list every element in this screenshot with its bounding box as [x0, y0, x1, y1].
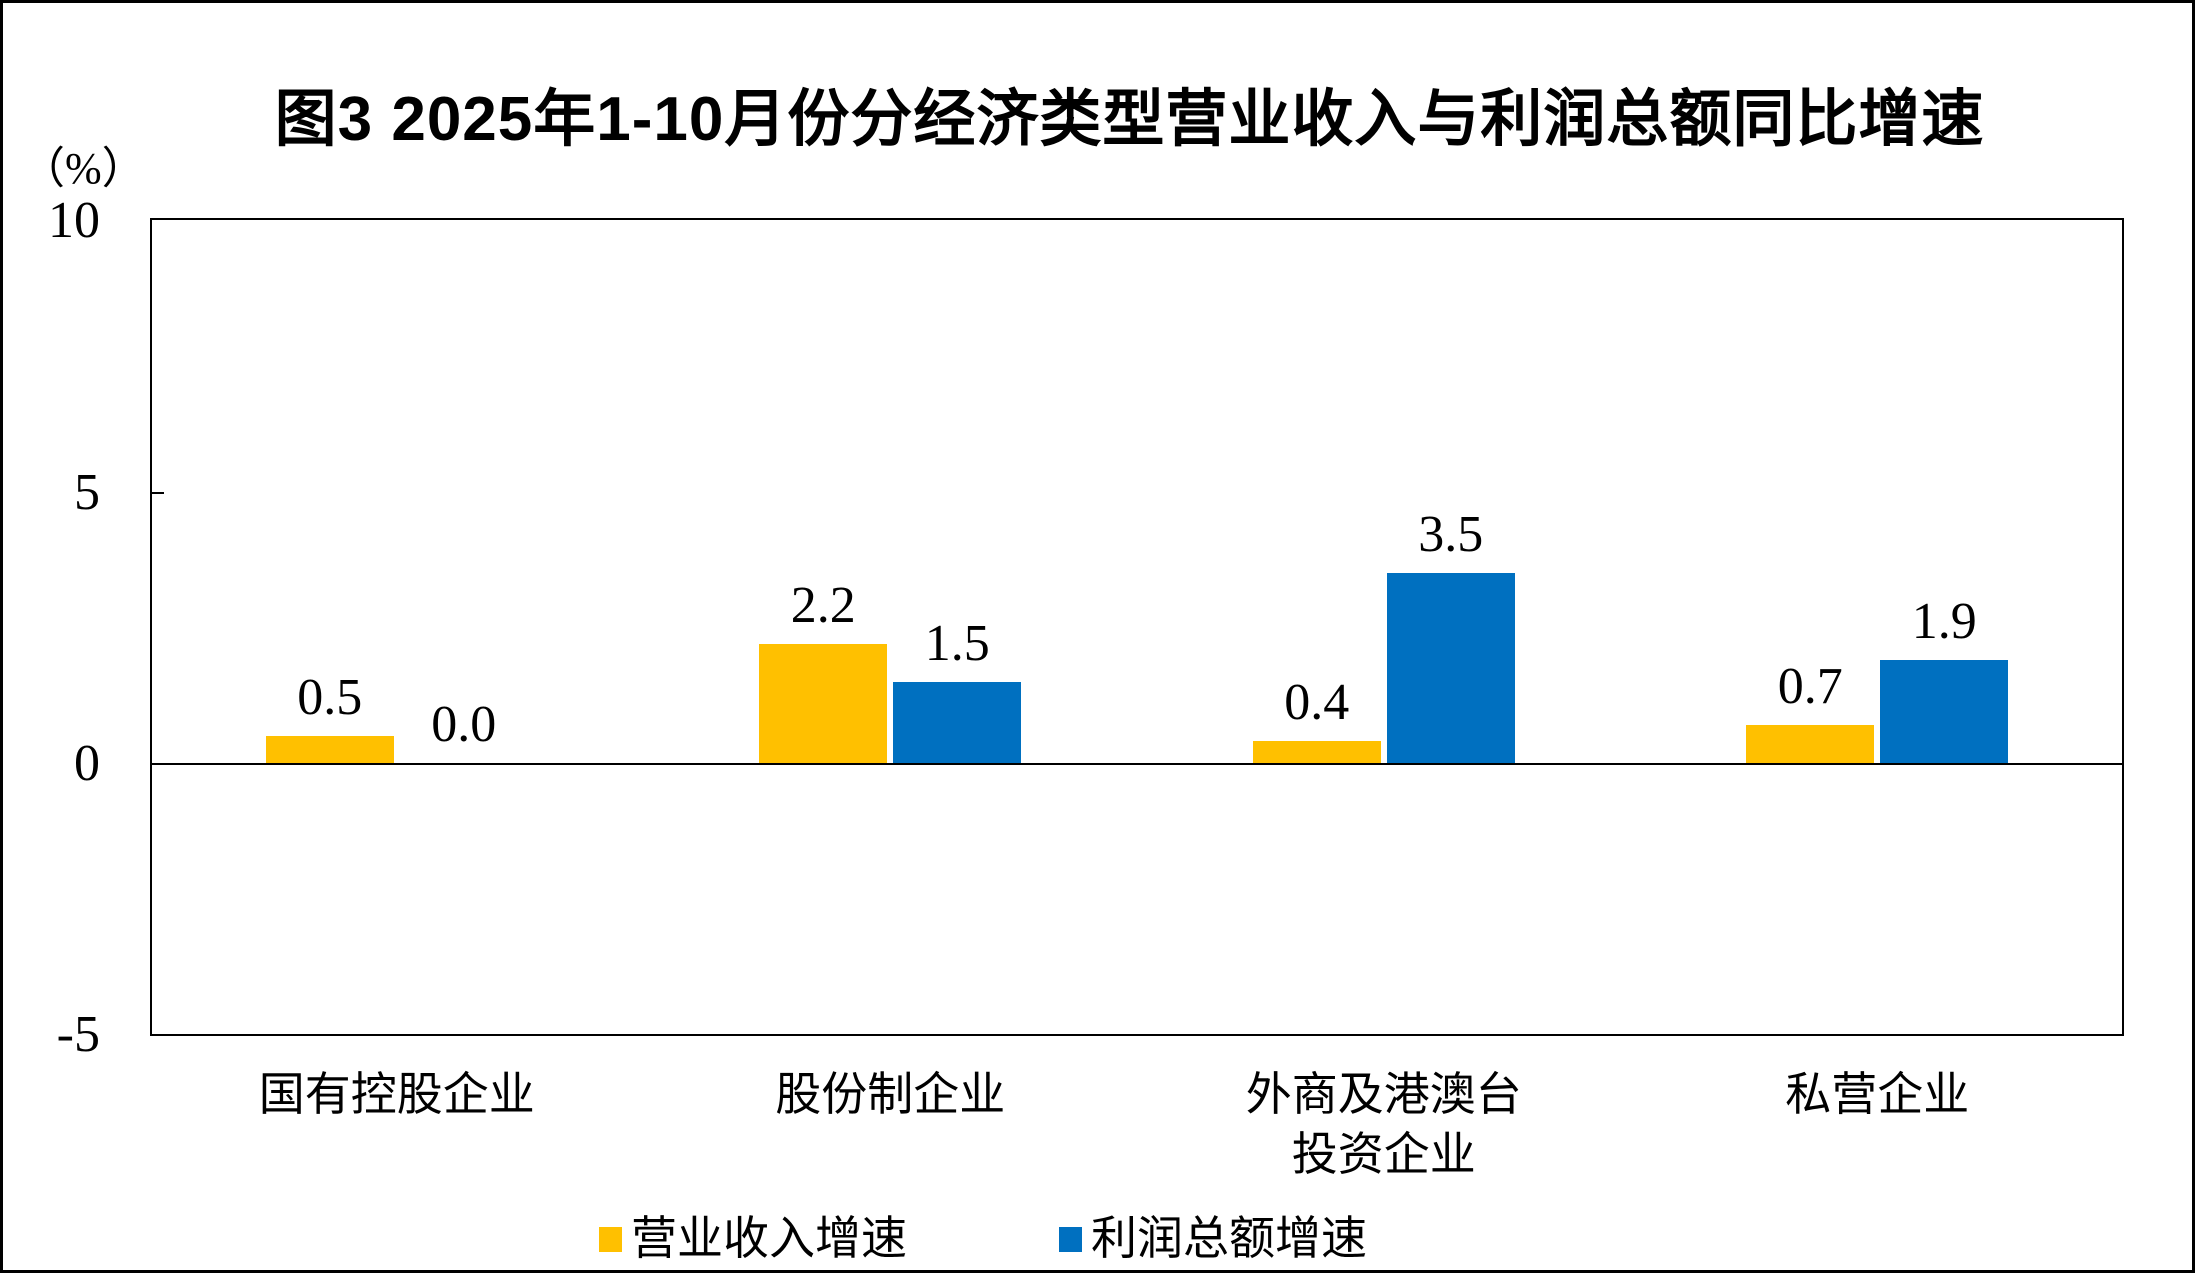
x-category-label-0: 国有控股企业: [258, 1069, 535, 1120]
legend-item-total-profit-growth: 利润总额增速: [1059, 1213, 1367, 1265]
zero-axis-line: [150, 763, 2124, 765]
chart-title: 图3 2025年1-10月份分经济类型营业收入与利润总额同比增速: [274, 85, 1985, 154]
operating-revenue-growth-value-label-2: 0.4: [1284, 674, 1350, 732]
plot-area: [150, 218, 2124, 1036]
y-tick-label-5: 5: [74, 463, 100, 521]
operating-revenue-growth-bar-3: [1746, 725, 1875, 763]
operating-revenue-growth-value-label-3: 0.7: [1777, 658, 1843, 715]
legend-swatch-operating-revenue-growth: [599, 1226, 622, 1252]
y-tick-label-10: 10: [48, 192, 100, 250]
legend-swatch-total-profit-growth: [1059, 1226, 1082, 1252]
operating-revenue-growth-bar-1: [759, 643, 888, 763]
total-profit-growth-value-label-3: 1.9: [1911, 592, 1977, 650]
legend: 营业收入增速 利润总额增速: [599, 1213, 1367, 1265]
operating-revenue-growth-bar-2: [1252, 741, 1381, 763]
operating-revenue-growth-bar-0: [265, 735, 394, 763]
legend-label-operating-revenue-growth: 营业收入增速: [631, 1213, 907, 1264]
total-profit-growth-value-label-0: 0.0: [431, 696, 497, 753]
total-profit-growth-value-label-2: 3.5: [1418, 506, 1484, 564]
total-profit-growth-bar-1: [893, 681, 1022, 763]
legend-item-operating-revenue-growth: 营业收入增速: [599, 1213, 907, 1265]
x-category-label-1: 股份制企业: [775, 1069, 1006, 1120]
legend-label-total-profit-growth: 利润总额增速: [1091, 1213, 1367, 1264]
total-profit-growth-bar-2: [1386, 573, 1515, 763]
y-tick-label--5: -5: [56, 1006, 100, 1064]
y-tick-mark-5: [150, 491, 164, 494]
total-profit-growth-bar-3: [1880, 659, 2009, 763]
y-axis-unit-label: （%）: [21, 144, 146, 193]
y-tick-label-0: 0: [74, 735, 100, 792]
x-category-label-2: 外商及港澳台 投资企业: [1245, 1069, 1522, 1180]
total-profit-growth-value-label-1: 1.5: [924, 614, 990, 672]
operating-revenue-growth-value-label-0: 0.5: [297, 668, 363, 726]
operating-revenue-growth-value-label-1: 2.2: [790, 576, 856, 634]
x-category-label-3: 私营企业: [1785, 1069, 1970, 1120]
